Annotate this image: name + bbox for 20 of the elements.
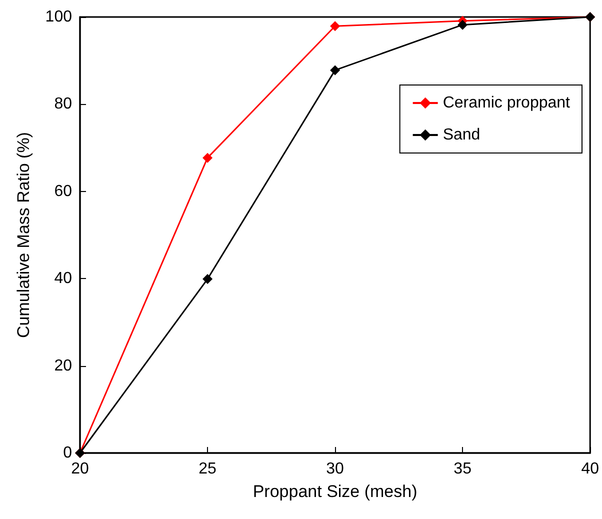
point (458, 20, 468, 30)
y-axis-title: Cumulative Mass Ratio (%) (14, 132, 33, 338)
x-tick-label: 25 (198, 460, 217, 478)
x-tick-label: 30 (326, 460, 344, 478)
point (330, 21, 340, 32)
y-tick-label: 60 (54, 182, 72, 200)
y-tick-label: 80 (54, 96, 72, 113)
point (202, 274, 213, 284)
point (330, 65, 340, 76)
x-tick-label: 40 (581, 460, 600, 478)
legend-label: Ceramic proppant (442, 94, 571, 112)
point (202, 152, 213, 163)
y-tick-label: 100 (45, 8, 72, 26)
x-tick-label: 20 (71, 460, 89, 478)
legend-label: Sand (442, 126, 480, 144)
y-tick-label: 40 (54, 270, 72, 288)
y-tick-label: 20 (54, 357, 72, 374)
x-axis-title: Proppant Size (mesh) (252, 482, 418, 501)
x-tick-label: 35 (454, 460, 472, 478)
y-tick-label: 0 (63, 444, 72, 462)
